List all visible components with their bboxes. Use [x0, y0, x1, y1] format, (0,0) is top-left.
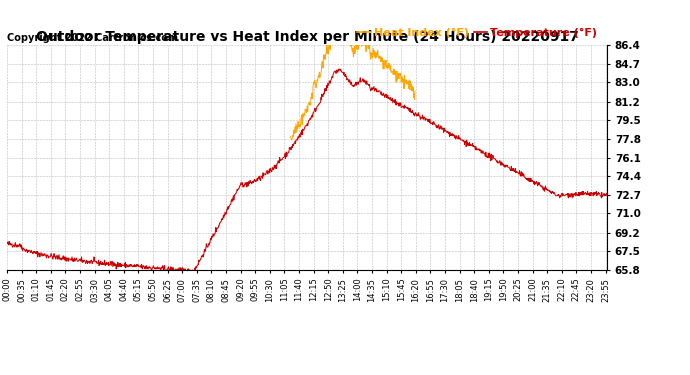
- Legend: Heat Index (°F), Temperature (°F): Heat Index (°F), Temperature (°F): [353, 24, 602, 42]
- Temperature (°F): [3, 240, 11, 245]
- Line: Heat Index (°F): Heat Index (°F): [290, 22, 415, 140]
- Temperature (°F): [480, 151, 488, 155]
- Temperature (°F): [533, 180, 541, 185]
- Temperature (°F): [136, 264, 144, 269]
- Text: Copyright 2022 Cartronics.com: Copyright 2022 Cartronics.com: [7, 33, 178, 43]
- Temperature (°F): [603, 192, 611, 197]
- Temperature (°F): [181, 271, 190, 276]
- Title: Outdoor Temperature vs Heat Index per Minute (24 Hours) 20220917: Outdoor Temperature vs Heat Index per Mi…: [36, 30, 578, 44]
- Temperature (°F): [204, 245, 212, 249]
- Temperature (°F): [401, 104, 409, 108]
- Temperature (°F): [335, 67, 343, 71]
- Line: Temperature (°F): Temperature (°F): [7, 69, 607, 273]
- Heat Index (°F): [400, 74, 408, 78]
- Temperature (°F): [121, 266, 130, 270]
